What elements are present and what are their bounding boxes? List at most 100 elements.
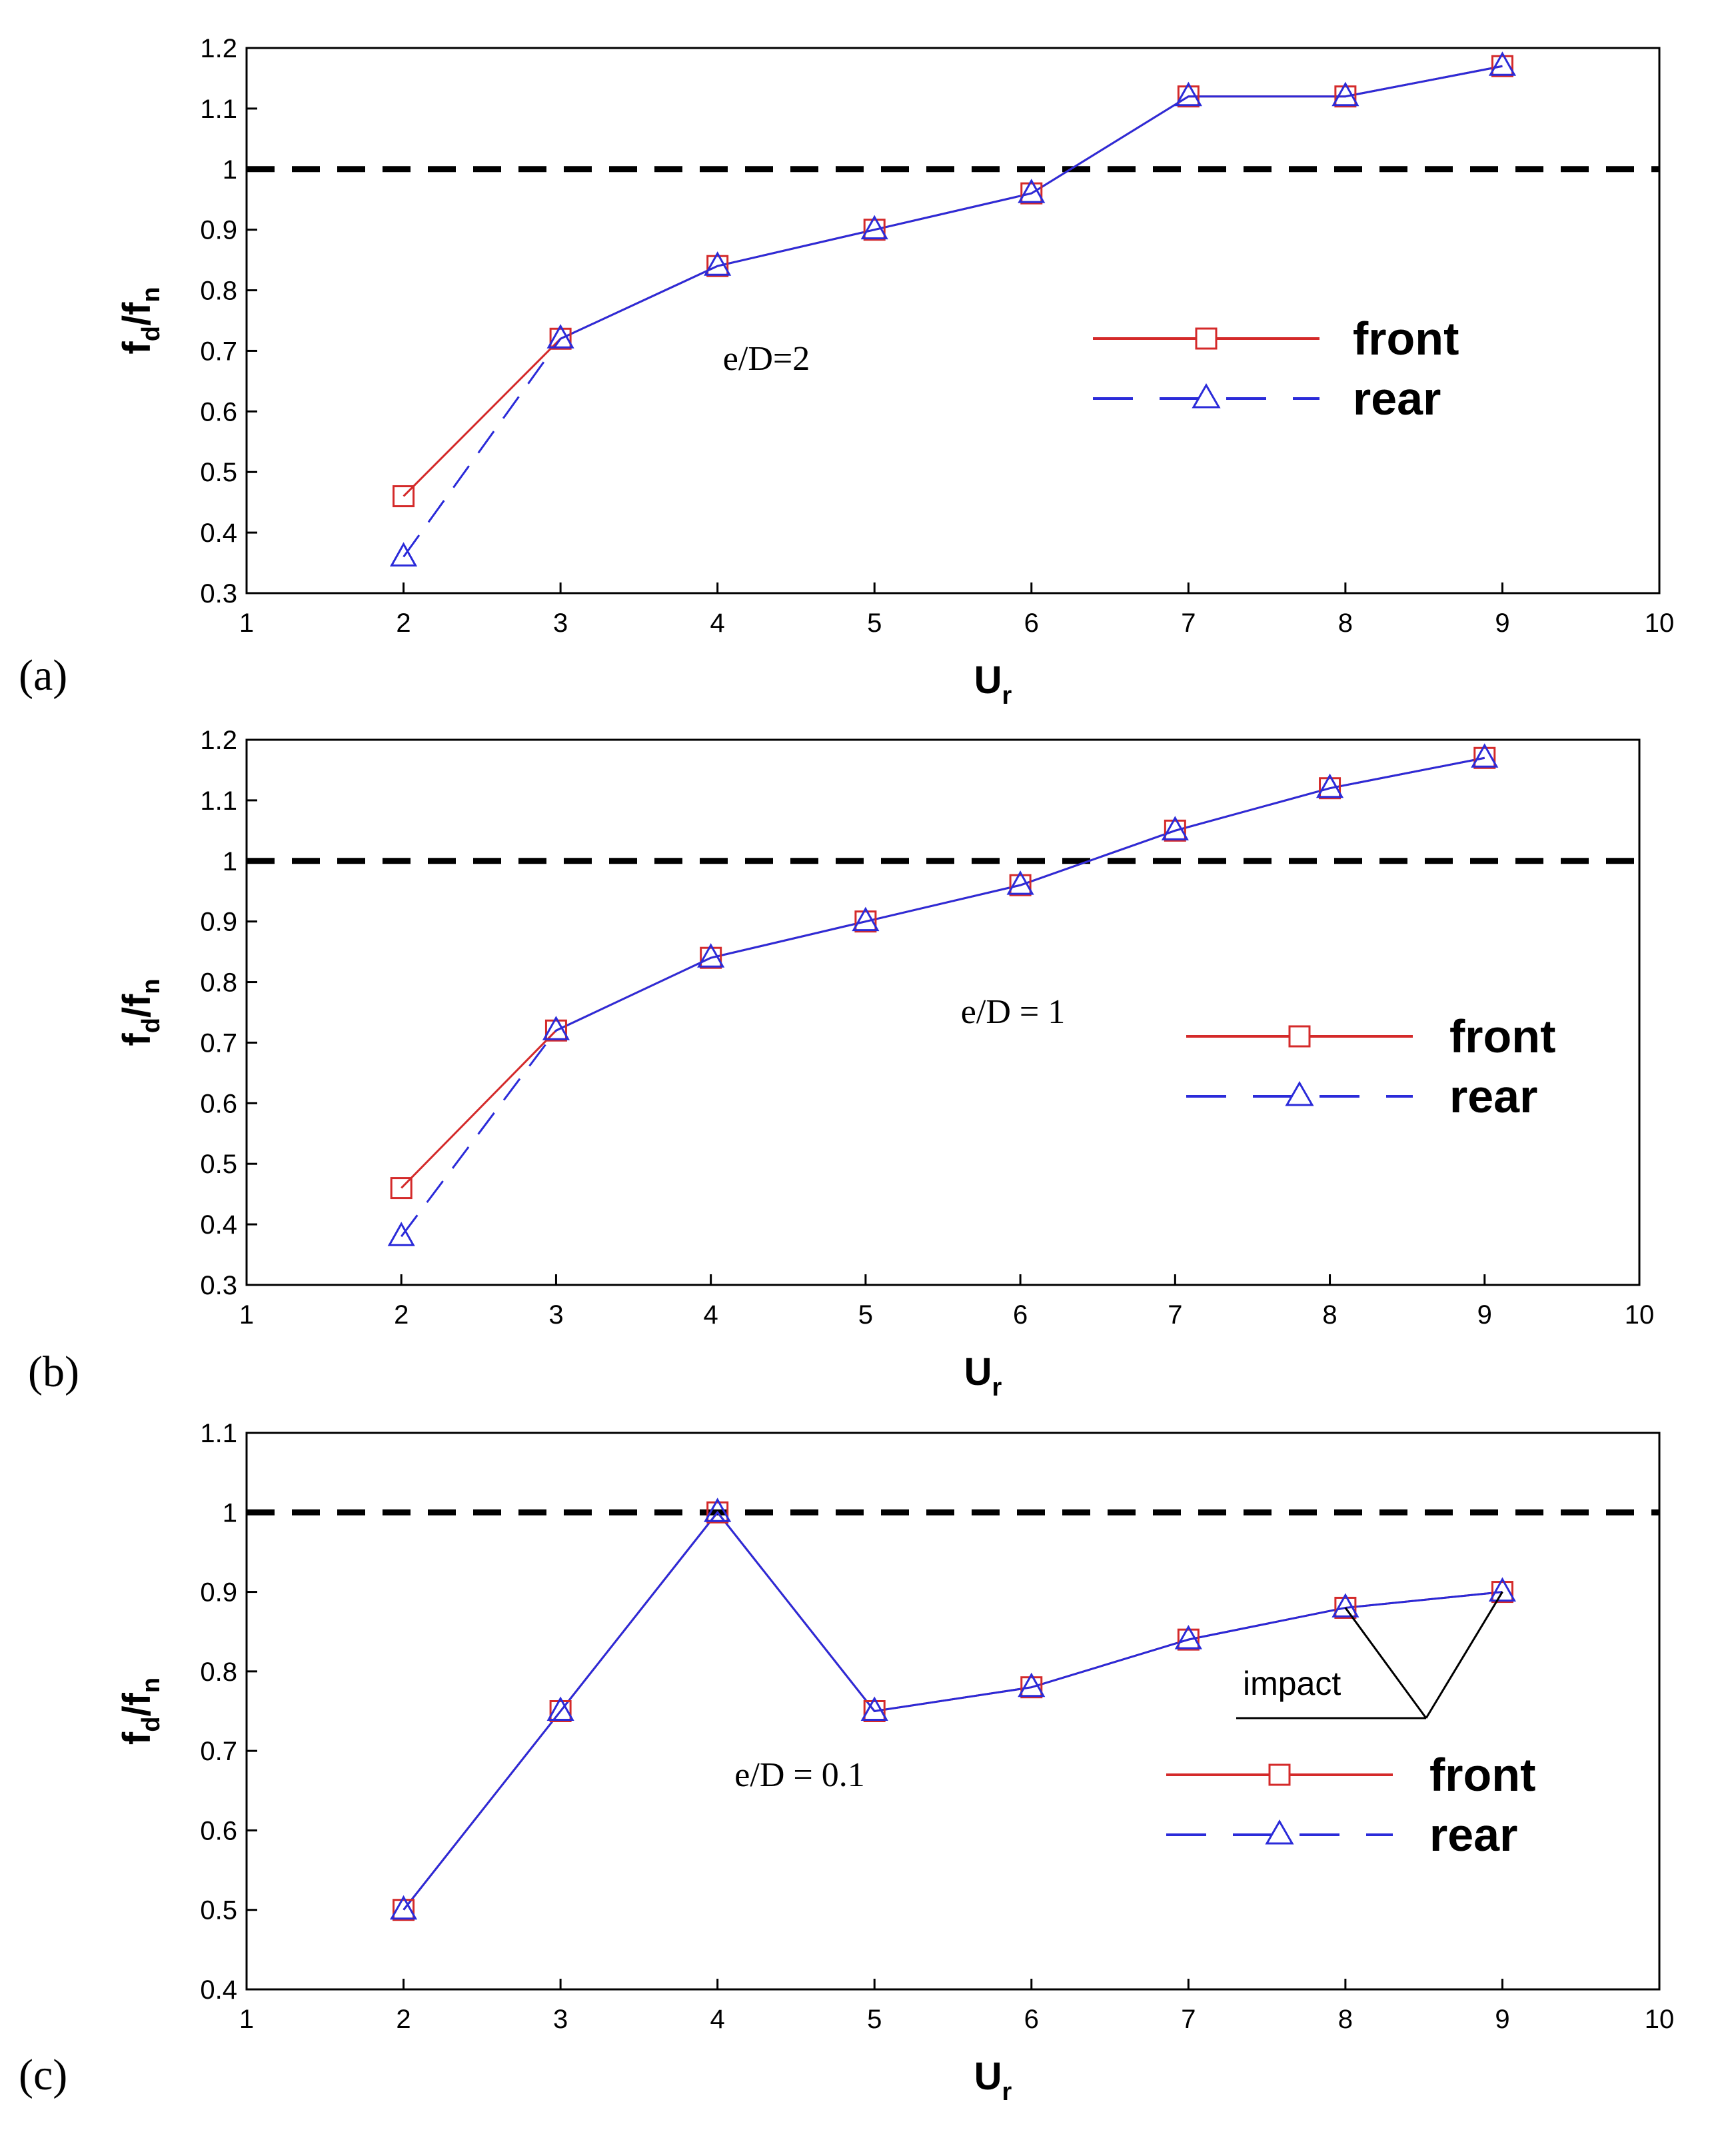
data-point-rear [852,906,880,932]
x-tick-label: 10 [1645,2005,1675,2034]
impact-leader-line [1425,1591,1503,1719]
data-point-front [706,1501,729,1524]
series-line-rear-start [401,1030,557,1238]
x-tick-label: 8 [1338,2005,1353,2034]
y-tick-label: 1.2 [200,726,237,755]
plot-frame [245,738,1641,1286]
x-tick-label: 5 [858,1300,873,1330]
x-tick-label: 5 [867,608,882,638]
y-tick-label: 0.7 [200,1028,237,1058]
legend-label-rear: rear [1353,373,1441,425]
data-point-front [390,1177,413,1200]
data-point-front [393,485,415,508]
data-point-rear [1018,1672,1046,1697]
x-tick-label: 8 [1338,608,1353,638]
y-axis-label: fd/fn [115,1677,165,1745]
series-line-rear-start [403,338,562,558]
y-tick-label: 0.5 [200,458,237,487]
data-point-rear [546,1696,574,1721]
impact-leader-line [1344,1607,1427,1719]
data-point-rear [704,251,732,276]
series-line-rear [555,756,1485,1032]
data-point-rear [1331,81,1359,107]
x-tick-label: 4 [710,2005,725,2034]
x-tick-label: 6 [1024,608,1039,638]
x-tick-label: 1 [239,1300,254,1330]
y-tick-label: 0.6 [200,397,237,427]
data-point-rear [1315,773,1344,798]
y-tick-label: 0.9 [200,908,237,937]
x-tick-label: 2 [396,608,411,638]
y-tick-label: 0.7 [200,337,237,366]
data-point-front [863,219,886,241]
x-tick-label: 1 [239,608,254,638]
data-point-front [706,255,729,277]
y-tick-label: 0.5 [200,1150,237,1179]
x-axis-label: Ur [974,2055,1012,2106]
data-point-front [854,910,877,933]
legend-marker-front [1268,1763,1291,1786]
chart-panel-2: 1 2 3 4 5 6 7 8 9 10 0.3 0.4 0.5 0.6 0.7 0.8 0.9 1 1.1 1.2 e… [28,726,1654,1402]
x-tick-label: 4 [704,1300,718,1330]
y-tick-label: 0.6 [200,1816,237,1845]
data-point-rear [1488,51,1517,76]
data-point-rear [1161,816,1189,840]
y-tick-label: 0.7 [200,1737,237,1766]
data-point-rear [1471,743,1499,768]
y-tick-label: 1.1 [200,95,237,124]
x-tick-label: 4 [710,608,725,638]
x-tick-label: 8 [1322,1300,1337,1330]
data-point-rear [1488,1577,1517,1602]
plot-frame [245,1432,1661,1991]
chart-panel-1: 1 2 3 4 5 6 7 8 9 10 0.3 0.4 0.5 0.6 0.7 0.8 0.9 1 1.1 1.2 e… [19,34,1674,710]
data-point-front [863,1700,886,1722]
series-line-front [401,756,1485,1189]
y-tick-label: 1 [223,1498,237,1528]
data-point-front [544,1019,567,1042]
series-line-rear [403,1510,1503,1911]
data-point-rear [389,1895,418,1920]
legend-label-front: front [1429,1749,1535,1801]
y-tick-label: 1.2 [200,34,237,63]
data-point-front [549,327,572,350]
data-point-rear [389,542,418,566]
y-tick-label: 0.6 [200,1089,237,1118]
x-tick-label: 2 [394,1300,409,1330]
data-point-rear [1006,870,1034,895]
x-tick-label: 1 [239,2005,254,2034]
data-point-rear [1174,81,1202,107]
y-tick-label: 0.5 [200,1896,237,1925]
data-point-front [1177,1628,1200,1651]
x-tick-label: 7 [1181,608,1196,638]
data-point-rear [704,1498,732,1522]
panel-annotation: e/D = 1 [961,993,1065,1031]
data-point-front [1177,85,1200,108]
data-point-rear [1018,179,1046,203]
data-point-rear [1331,1593,1359,1617]
x-axis-label: Ur [964,1350,1002,1402]
legend-marker-rear [1192,383,1221,409]
x-axis-label: Ur [974,658,1012,710]
series-line-front [403,65,1503,497]
legend-marker-rear [1265,1819,1294,1845]
data-point-rear [1174,1625,1202,1649]
data-point-rear [697,943,725,968]
data-point-front [1319,777,1341,800]
x-tick-label: 10 [1645,608,1675,638]
x-tick-label: 3 [553,2005,568,2034]
y-tick-label: 0.8 [200,968,237,998]
y-tick-label: 1 [223,155,237,185]
y-tick-label: 1 [223,847,237,876]
data-point-rear [860,1696,888,1721]
panel-label: (c) [19,2051,67,2099]
series-line-rear [560,65,1503,340]
data-point-front [1009,874,1032,896]
x-tick-label: 6 [1024,2005,1039,2034]
plot-frame [245,47,1661,594]
data-point-front [1491,55,1513,77]
data-point-front [549,1700,572,1722]
data-point-rear [546,324,574,349]
data-point-front [1334,1596,1357,1619]
data-point-rear [387,1222,415,1246]
